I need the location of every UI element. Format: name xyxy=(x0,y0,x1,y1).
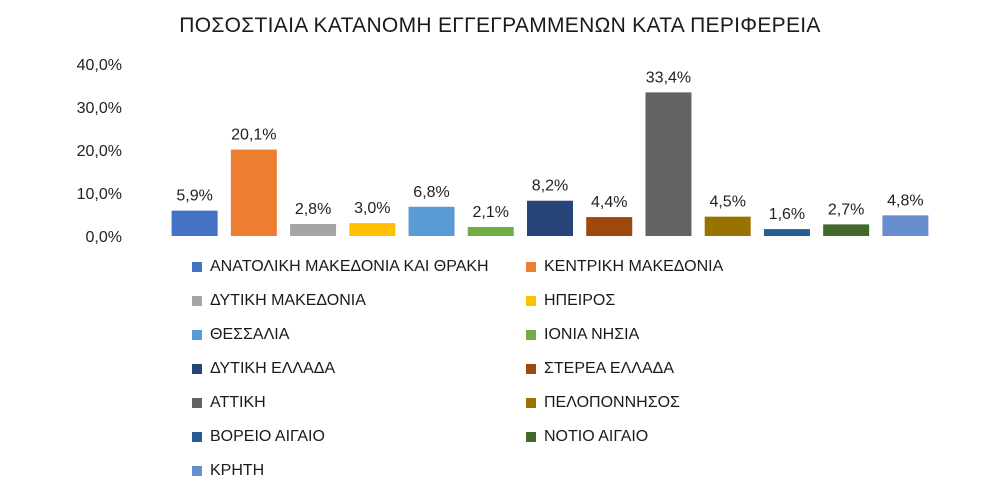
legend-item: ΔΥΤΙΚΗ ΜΑΚΕΔΟΝΙΑ xyxy=(192,292,366,310)
legend-swatch xyxy=(526,432,536,442)
legend-item: ΒΟΡΕΙΟ ΑΙΓΑΙΟ xyxy=(192,428,325,446)
data-label: 2,1% xyxy=(473,204,509,221)
legend-label: ΔΥΤΙΚΗ ΜΑΚΕΔΟΝΙΑ xyxy=(210,292,366,309)
bar-6 xyxy=(467,226,514,236)
legend-label: ΝΟΤΙΟ ΑΙΓΑΙΟ xyxy=(544,428,649,445)
bar-1 xyxy=(171,210,218,236)
y-tick-label: 0,0% xyxy=(86,229,122,246)
legend-item: ΠΕΛΟΠΟΝΝΗΣΟΣ xyxy=(526,394,680,412)
legend-swatch xyxy=(192,398,202,408)
legend-item: ΚΡΗΤΗ xyxy=(192,462,264,480)
legend-swatch xyxy=(192,262,202,272)
bar-12 xyxy=(823,224,870,236)
bar-4 xyxy=(349,223,396,236)
legend-swatch xyxy=(192,432,202,442)
data-label: 5,9% xyxy=(176,188,212,205)
data-label: 1,6% xyxy=(769,206,805,223)
data-label: 6,8% xyxy=(413,184,449,201)
legend-item: ΚΕΝΤΡΙΚΗ ΜΑΚΕΔΟΝΙΑ xyxy=(526,258,723,276)
bar-5 xyxy=(408,206,455,236)
chart-title: ΠΟΣΟΣΤΙΑΙΑ ΚΑΤΑΝΟΜΗ ΕΓΓΕΓΡΑΜΜΕΝΩΝ ΚΑΤΑ Π… xyxy=(179,14,821,37)
legend-item: ΗΠΕΙΡΟΣ xyxy=(526,292,615,310)
bar-13 xyxy=(882,215,929,236)
data-label: 33,4% xyxy=(646,69,691,86)
data-label: 2,8% xyxy=(295,201,331,218)
y-tick-label: 20,0% xyxy=(77,143,122,160)
legend-label: ΚΕΝΤΡΙΚΗ ΜΑΚΕΔΟΝΙΑ xyxy=(544,258,724,275)
legend-label: ΚΡΗΤΗ xyxy=(210,462,265,479)
bar-8 xyxy=(586,217,633,236)
legend-swatch xyxy=(526,398,536,408)
legend-item: ΑΝΑΤΟΛΙΚΗ ΜΑΚΕΔΟΝΙΑ ΚΑΙ ΘΡΑΚΗ xyxy=(192,258,489,276)
legend-swatch xyxy=(192,364,202,374)
legend-swatch xyxy=(192,296,202,306)
data-label: 4,5% xyxy=(709,194,745,211)
legend-item: ΙΟΝΙΑ ΝΗΣΙΑ xyxy=(526,326,639,344)
bar-9 xyxy=(645,92,692,236)
bar-11 xyxy=(763,229,810,236)
data-label: 4,4% xyxy=(591,194,627,211)
legend-label: ΠΕΛΟΠΟΝΝΗΣΟΣ xyxy=(544,394,680,411)
legend-label: ΗΠΕΙΡΟΣ xyxy=(544,292,616,309)
bar-7 xyxy=(527,200,573,236)
legend-label: ΙΟΝΙΑ ΝΗΣΙΑ xyxy=(544,326,640,343)
data-label: 4,8% xyxy=(887,192,923,209)
legend-label: ΑΝΑΤΟΛΙΚΗ ΜΑΚΕΔΟΝΙΑ ΚΑΙ ΘΡΑΚΗ xyxy=(210,258,489,275)
y-tick-label: 10,0% xyxy=(77,186,122,203)
y-tick-label: 30,0% xyxy=(77,100,122,117)
data-label: 3,0% xyxy=(354,200,390,217)
legend-label: ΑΤΤΙΚΗ xyxy=(210,394,266,411)
data-label: 20,1% xyxy=(231,127,276,144)
legend-label: ΔΥΤΙΚΗ ΕΛΛΑΔΑ xyxy=(210,360,336,377)
legend-item: ΣΤΕΡΕΑ ΕΛΛΑΔΑ xyxy=(526,360,674,378)
y-tick-label: 40,0% xyxy=(77,57,122,74)
legend-swatch xyxy=(526,330,536,340)
legend-label: ΘΕΣΣΑΛΙΑ xyxy=(210,326,290,343)
bar-2 xyxy=(230,149,277,236)
legend-item: ΑΤΤΙΚΗ xyxy=(192,394,266,412)
bar-3 xyxy=(290,223,337,236)
legend-label: ΣΤΕΡΕΑ ΕΛΛΑΔΑ xyxy=(544,360,674,377)
legend-item: ΝΟΤΙΟ ΑΙΓΑΙΟ xyxy=(526,428,648,446)
legend-item: ΔΥΤΙΚΗ ΕΛΛΑΔΑ xyxy=(192,360,335,378)
bar-10 xyxy=(704,216,751,236)
legend-item: ΘΕΣΣΑΛΙΑ xyxy=(192,326,289,344)
legend-label: ΒΟΡΕΙΟ ΑΙΓΑΙΟ xyxy=(210,428,325,445)
data-label: 2,7% xyxy=(828,201,864,218)
data-label: 8,2% xyxy=(532,178,568,195)
legend-swatch xyxy=(526,262,536,272)
legend-swatch xyxy=(526,296,536,306)
bar-chart: 0,0% 10,0% 20,0% 30,0% 40,0% 5,9% 20,1% 2,8% 3,0… xyxy=(77,57,929,246)
legend-swatch xyxy=(526,364,536,374)
legend-swatch xyxy=(192,330,202,340)
legend-swatch xyxy=(192,466,202,476)
